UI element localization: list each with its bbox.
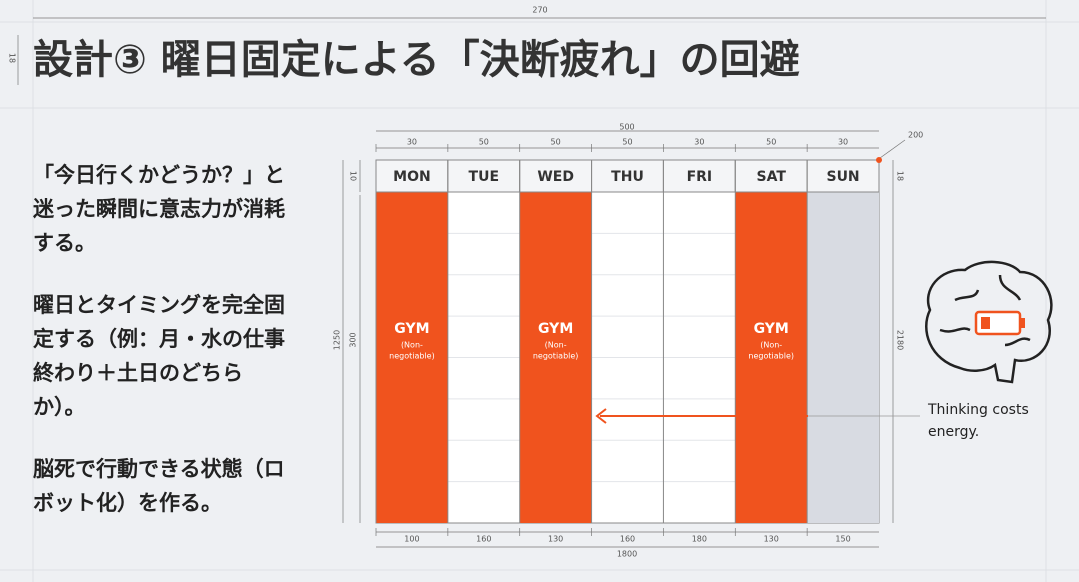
paragraph-line: する。 [33,231,96,255]
dimension-label: 50 [551,138,561,147]
dimension-label: 300 [349,332,358,347]
gym-note: (Non- [760,341,782,350]
day-header [662,159,736,193]
gym-note: (Non- [401,341,423,350]
dimension-label: 2180 [896,330,905,350]
dimension-label: 50 [766,138,776,147]
arrow-head [595,408,607,424]
brain-icon [925,260,1053,384]
dimension-label: 180 [692,535,707,544]
dimension-label: 160 [620,535,635,544]
dimension-label: 30 [694,138,704,147]
day-column [519,192,592,523]
gym-note: negotiable) [748,352,794,361]
day-name: MON [393,169,431,185]
gym-note: negotiable) [533,352,579,361]
dimension-label: 150 [835,535,850,544]
day-name: SUN [826,169,859,185]
battery-level [981,317,990,329]
dimension-label: 130 [548,535,563,544]
annotation: Thinking costs [927,402,1029,418]
paragraph-line: か）。 [33,395,86,419]
battery-tip [1021,318,1025,328]
dimension-label: 1800 [617,550,637,559]
corner-dot [876,157,882,163]
paragraph-line: 迷った瞬間に意志力が消耗 [32,197,285,221]
dimension-label: 10 [349,171,358,181]
dimension-label: 500 [619,123,634,132]
gym-note: (Non- [545,341,567,350]
dimension-label: 30 [838,138,848,147]
day-name: TUE [469,169,499,185]
dimension-label: 270 [532,6,547,15]
dimension-label: 50 [622,138,632,147]
day-name: SAT [757,169,787,185]
dimension-label: 130 [764,535,779,544]
day-column [735,192,808,523]
dimension-label: 50 [479,138,489,147]
body-text: 「今日行くかどうか？」と迷った瞬間に意志力が消耗する。曜日とタイミングを完全固定… [32,163,285,515]
day-name: THU [611,169,644,185]
day-column [807,192,879,523]
day-header [591,159,664,193]
dimension-label: 18 [8,53,17,63]
day-name: WED [537,169,574,185]
week-table: MON GYM (Non-negotiable) TUE WED GYM (Non-nego… [375,157,882,524]
paragraph-line: 「今日行くかどうか？」と [33,163,285,187]
slide-title: 設計③ 曜日固定による「決断疲れ」の回避 [33,37,800,83]
paragraph-line: 定する（例：月・水の仕事 [33,327,285,351]
dimension-lines [17,17,1046,548]
gym-label: GYM [538,321,573,337]
dimension-label: 18 [896,171,905,181]
paragraph-line: 脳死で行動できる状態（ロ [33,457,285,481]
dimension-label: 200 [908,131,923,140]
gym-label: GYM [394,321,429,337]
gym-note: negotiable) [389,352,435,361]
paragraph-line: ボット化）を作る。 [33,491,222,515]
paragraph-line: 終わり＋土日のどちら [33,361,243,385]
paragraph-line: 曜日とタイミングを完全固 [33,293,285,317]
day-name: FRI [687,169,713,185]
dimension-label: 160 [476,535,491,544]
dimension-label: 1250 [333,330,342,350]
day-column [376,192,448,523]
dimension-label: 30 [407,138,417,147]
annotation: energy. [928,424,979,440]
day-header [806,159,880,193]
gym-label: GYM [754,321,789,337]
dimension-label: 100 [404,535,419,544]
